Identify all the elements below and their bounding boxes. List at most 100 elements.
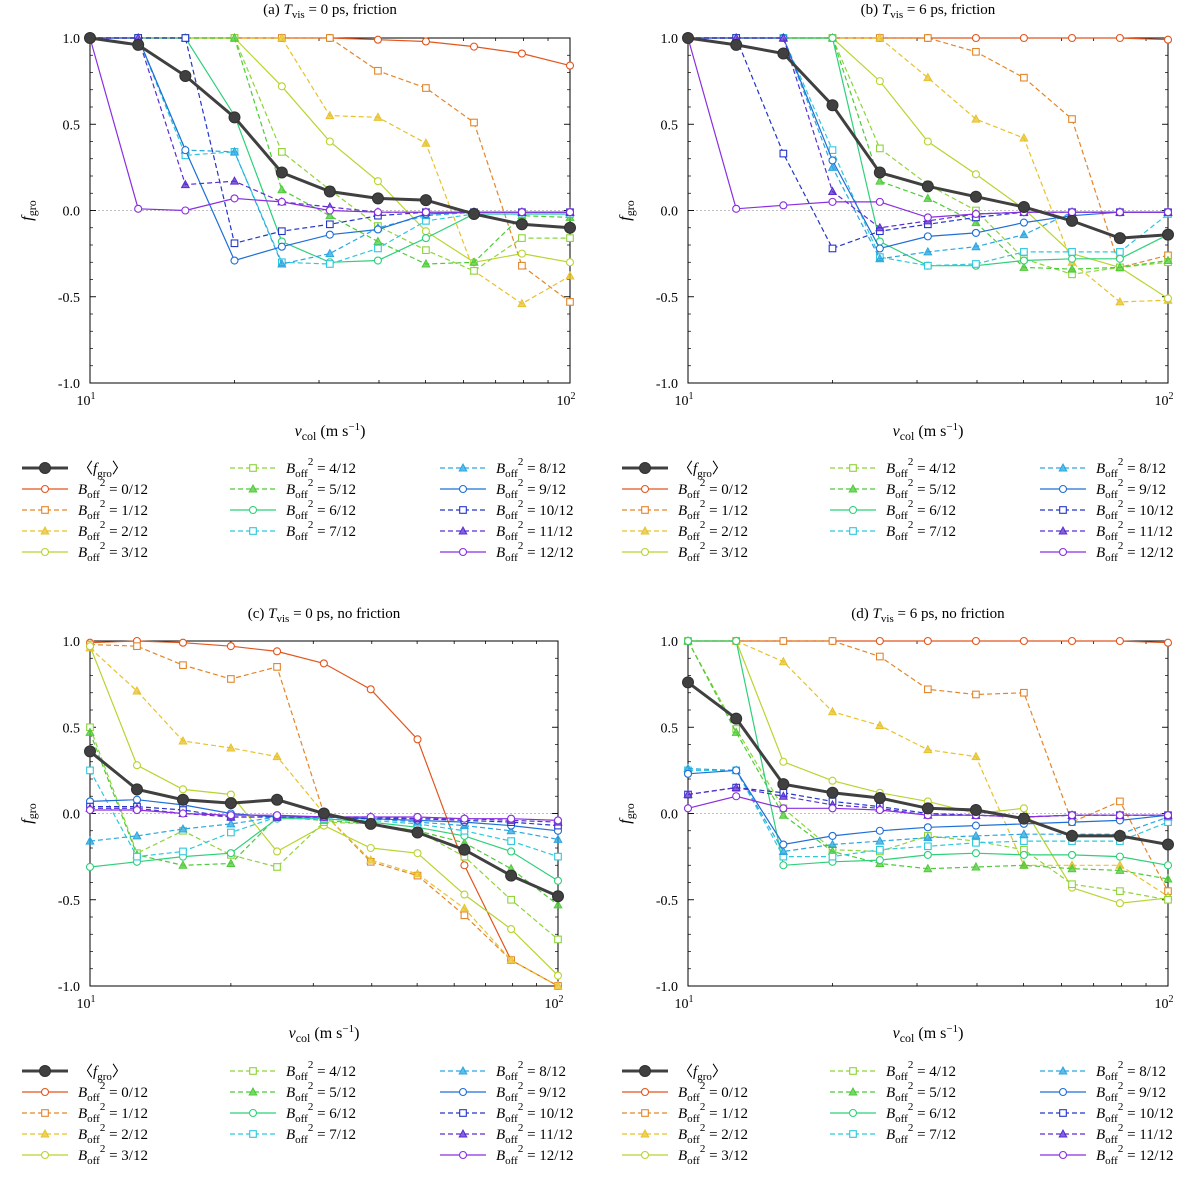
legend-entry: Boff2 = 9/12 (1040, 477, 1166, 501)
data-point (179, 661, 187, 669)
data-point (923, 685, 932, 694)
y-tick-label: 0.0 (63, 205, 81, 220)
data-point (229, 176, 240, 185)
data-point (1066, 214, 1079, 227)
data-point (132, 761, 142, 770)
x-tick-label: 101 (675, 391, 694, 409)
data-point (518, 234, 526, 242)
data-point (732, 766, 741, 775)
data-point (683, 804, 693, 813)
data-point (421, 234, 430, 243)
legend-entry: Boff2 = 11/12 (1040, 519, 1173, 543)
data-point (553, 834, 563, 843)
legend-label: Boff2 = 12/12 (496, 1143, 573, 1167)
legend-label: Boff2 = 5/12 (886, 477, 956, 501)
legend-label: Boff2 = 10/12 (1096, 1101, 1173, 1125)
series-boff-12 (683, 33, 1173, 222)
legend-label: 〈fgro〉 (78, 460, 127, 480)
legend-entry: Boff2 = 7/12 (230, 1122, 356, 1146)
legend-marker (40, 484, 50, 494)
y-tick-label: 0.5 (661, 721, 679, 736)
data-point (460, 911, 469, 920)
data-point (1068, 880, 1076, 889)
legend-marker (1058, 1065, 1068, 1075)
data-point (923, 72, 933, 82)
legend-label: Boff2 = 3/12 (678, 1143, 748, 1167)
x-tick-label: 101 (77, 391, 96, 409)
data-point (229, 146, 240, 156)
legend-entry: Boff2 = 12/12 (440, 540, 573, 564)
legend-entry: Boff2 = 3/12 (22, 1143, 148, 1167)
legend-label: Boff2 = 3/12 (678, 540, 748, 564)
legend-entry: Boff2 = 10/12 (440, 1101, 573, 1125)
data-point (828, 33, 837, 43)
legend-marker (849, 527, 857, 535)
series-line (89, 36, 571, 230)
data-point (460, 814, 469, 823)
data-point (552, 890, 564, 903)
data-point (779, 861, 788, 870)
data-point (732, 792, 741, 801)
legend-entry: 〈fgro〉 (622, 1063, 727, 1083)
data-point (277, 227, 286, 236)
chart-title: (d) Tvis = 6 ps, no friction (851, 606, 1005, 625)
series-line (89, 727, 559, 940)
data-point (731, 782, 741, 792)
data-point (875, 856, 884, 865)
data-point (84, 32, 96, 44)
data-point (971, 33, 980, 43)
data-point (1163, 294, 1173, 303)
legend-marker (39, 1065, 51, 1077)
legend-label: Boff2 = 5/12 (286, 1080, 356, 1104)
y-tick-label: 0.0 (63, 808, 81, 823)
data-point (828, 852, 837, 861)
y-tick-label: 0.5 (63, 721, 81, 736)
legend-marker (1058, 1128, 1068, 1138)
data-point (458, 843, 471, 856)
data-point (323, 185, 336, 198)
data-point (1019, 804, 1028, 813)
data-point (1019, 262, 1029, 271)
legend-label: Boff2 = 2/12 (678, 1122, 748, 1146)
legend-marker (458, 1150, 468, 1160)
data-point (682, 676, 694, 689)
legend-label: Boff2 = 10/12 (496, 1101, 573, 1125)
legend-marker (458, 1065, 468, 1075)
legend-entry: Boff2 = 3/12 (622, 1143, 748, 1167)
data-point (86, 766, 94, 775)
series-line (90, 37, 571, 263)
data-point (413, 812, 422, 822)
data-point (275, 166, 288, 179)
legend-entry: Boff2 = 9/12 (1040, 1080, 1166, 1104)
data-point (227, 828, 235, 837)
data-point (181, 146, 190, 155)
data-point (1017, 812, 1030, 825)
data-point (178, 736, 188, 745)
y-tick-label: 1.0 (63, 635, 81, 650)
data-point (875, 244, 884, 253)
chart-title: (b) Tvis = 6 ps, friction (861, 2, 996, 21)
legend-label: Boff2 = 11/12 (496, 519, 573, 543)
data-point (1163, 255, 1173, 265)
y-tick-label: 0.0 (661, 205, 679, 220)
data-point (1020, 73, 1028, 82)
legend-label: Boff2 = 9/12 (1096, 477, 1166, 501)
x-tick-label: 102 (545, 994, 564, 1012)
legend-entry: Boff2 = 0/12 (22, 1080, 148, 1104)
legend-label: Boff2 = 7/12 (286, 1122, 356, 1146)
data-point (277, 148, 286, 156)
legend-marker (459, 1109, 467, 1117)
data-point (507, 925, 516, 934)
series-line (688, 37, 1169, 269)
data-point (971, 751, 981, 761)
x-axis-label: vcol (m s−1) (295, 421, 366, 443)
y-tick-label: 0.5 (63, 118, 81, 133)
legend-marker (1059, 506, 1067, 514)
legend-label: 〈fgro〉 (678, 1063, 727, 1083)
data-point (1067, 254, 1077, 263)
data-point (732, 204, 741, 213)
legend-marker (1058, 1150, 1068, 1160)
data-point (828, 197, 837, 206)
data-point (875, 222, 885, 232)
